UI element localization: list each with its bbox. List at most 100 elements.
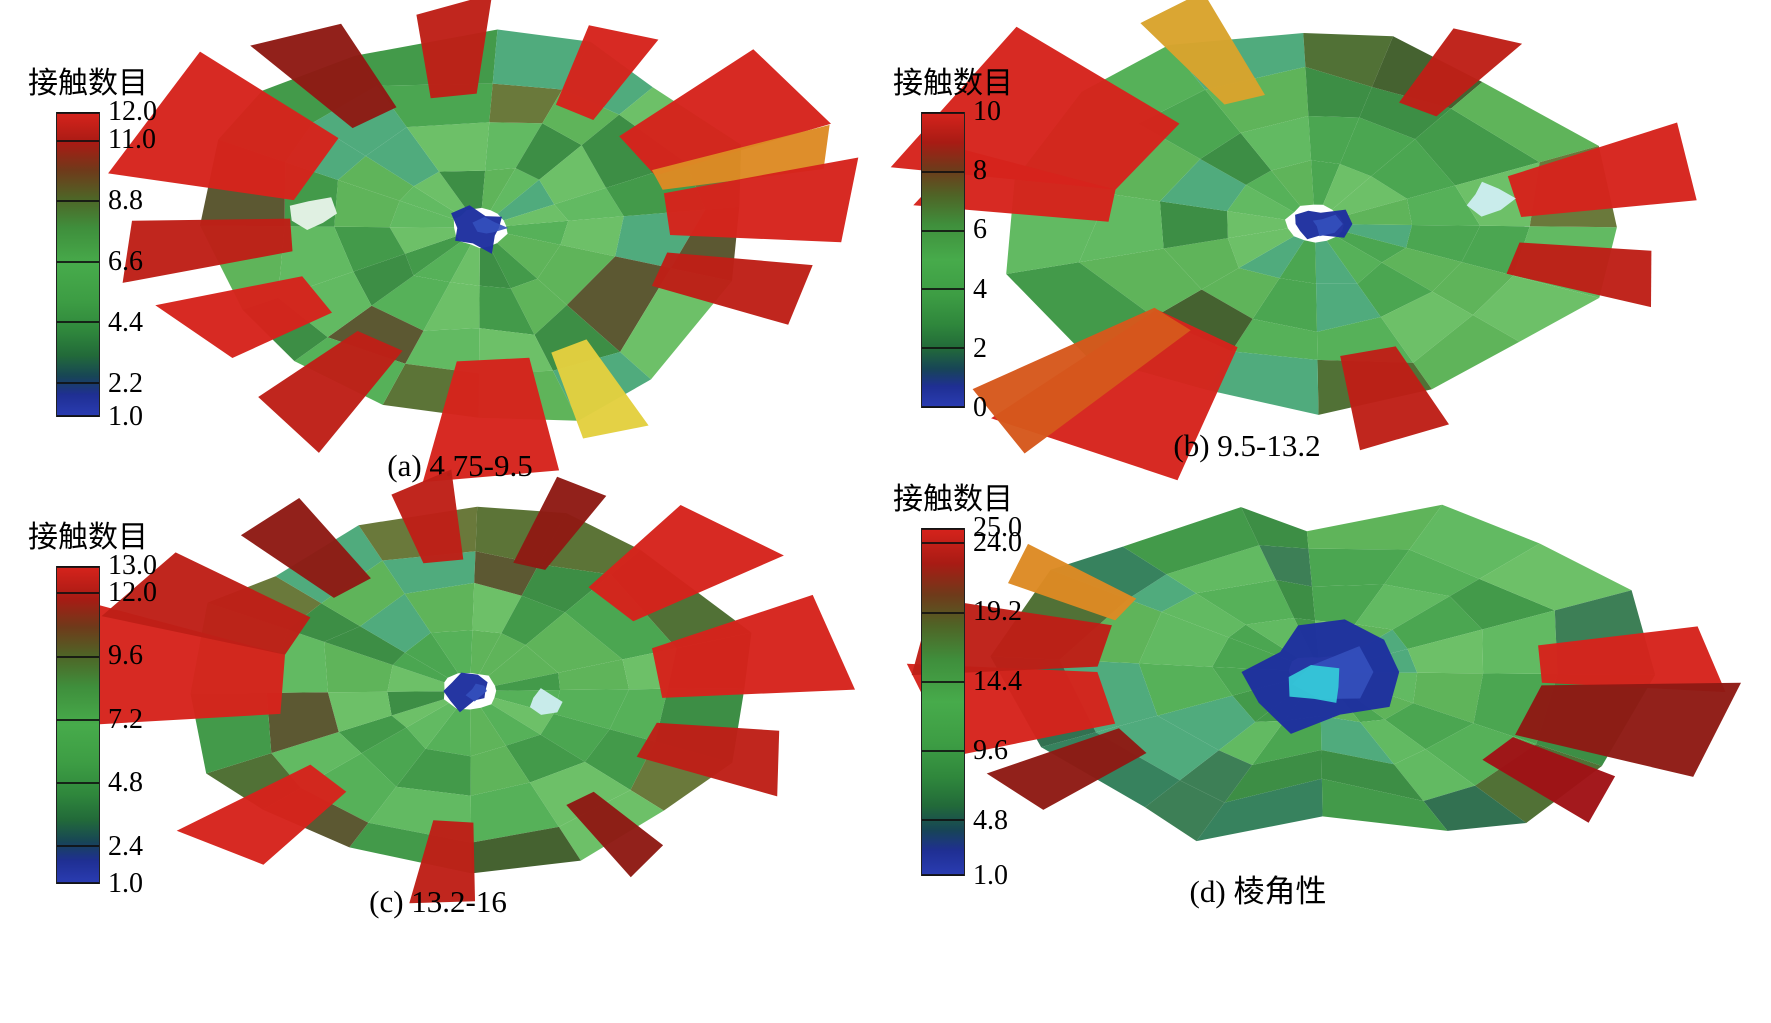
surface-patch bbox=[489, 83, 563, 124]
surface-patch bbox=[1200, 132, 1272, 185]
surface-patch bbox=[497, 179, 555, 221]
surface-patch bbox=[479, 246, 511, 289]
contact-number-plot-a bbox=[108, 0, 859, 483]
surface-patch bbox=[416, 0, 492, 99]
surface-patch bbox=[334, 180, 400, 228]
surface-patch bbox=[1323, 164, 1372, 210]
colorbar-tick-label: 0 bbox=[973, 392, 987, 423]
surface-patch bbox=[1231, 318, 1318, 360]
surface-patch bbox=[636, 722, 780, 797]
surface-patch bbox=[405, 236, 461, 276]
colorbar-tick-label: 8.8 bbox=[108, 184, 143, 216]
surface-patch bbox=[371, 275, 451, 331]
surface-patch bbox=[972, 307, 1191, 454]
colorbar-tick-mark bbox=[922, 874, 964, 876]
surface-patch bbox=[1179, 750, 1253, 803]
colorbar-gradient-bar bbox=[921, 528, 965, 876]
surface-patch bbox=[258, 331, 403, 453]
colorbar-gradient-bar bbox=[56, 566, 100, 884]
surface-patch bbox=[1095, 715, 1219, 781]
surface-patch bbox=[1122, 507, 1260, 575]
surface-patch bbox=[287, 603, 361, 642]
surface-patch bbox=[560, 216, 624, 257]
surface-patch bbox=[566, 256, 671, 352]
surface-patch bbox=[505, 734, 585, 783]
colorbar-tick-label: 4.8 bbox=[973, 804, 1008, 836]
colorbar-tick-label: 25.0 bbox=[973, 512, 1022, 543]
surface-patch bbox=[551, 339, 649, 439]
surface-patch bbox=[425, 708, 471, 757]
surface-patch bbox=[1466, 181, 1516, 217]
surface-patch bbox=[525, 612, 623, 673]
contact-number-plot-d bbox=[906, 504, 1741, 842]
surface-patch bbox=[450, 244, 480, 286]
surface-patch bbox=[389, 200, 455, 228]
surface-patch bbox=[409, 820, 475, 904]
surface-patch bbox=[619, 49, 831, 176]
surface-patch bbox=[1415, 108, 1540, 186]
surface-patch bbox=[472, 582, 522, 634]
colorbar-b: 接触数目 10 8 6 4 2 0 bbox=[893, 66, 1051, 422]
surface-patch bbox=[1224, 750, 1322, 803]
surface-patch bbox=[1340, 346, 1449, 451]
colorbar-tick-label: 9.6 bbox=[108, 640, 143, 672]
surface-patch bbox=[991, 309, 1238, 481]
surface-patch bbox=[554, 187, 624, 221]
colorbar-tick-mark bbox=[922, 288, 964, 291]
surface-patch bbox=[558, 659, 630, 690]
surface-patch bbox=[1312, 214, 1343, 237]
surface-patch bbox=[1206, 351, 1319, 415]
colorbar-gradient-bar bbox=[921, 112, 965, 408]
colorbar-tick-label: 9.6 bbox=[973, 735, 1008, 767]
surface-patch bbox=[327, 305, 424, 364]
surface-patch bbox=[521, 564, 611, 613]
colorbar-tick-label: 1.0 bbox=[108, 401, 143, 432]
surface-patch bbox=[1359, 87, 1452, 140]
surface-patch bbox=[1316, 283, 1381, 332]
colorbar-body: 12.0 11.0 8.8 6.6 4.4 2.2 1.0 bbox=[56, 98, 186, 431]
surface-patch bbox=[488, 645, 559, 686]
surface-patch bbox=[361, 727, 426, 787]
surface-patch bbox=[1482, 610, 1558, 674]
surface-patch bbox=[540, 713, 610, 762]
colorbar-tick-mark bbox=[922, 542, 964, 545]
surface-patch bbox=[1227, 184, 1295, 220]
surface-patch bbox=[479, 285, 535, 335]
colorbar-title: 接触数目 bbox=[893, 483, 1013, 516]
colorbar-tick-mark bbox=[57, 139, 99, 142]
surface-patch bbox=[1371, 139, 1456, 199]
colorbar-tick-mark bbox=[57, 882, 99, 884]
surface-patch bbox=[1538, 626, 1726, 693]
surface-patch bbox=[1079, 248, 1202, 318]
colorbar-tick-label: 2 bbox=[973, 332, 987, 364]
surface-patch bbox=[1163, 238, 1239, 290]
surface-patch bbox=[1275, 579, 1316, 621]
surface-patch bbox=[413, 171, 467, 216]
surface-patch bbox=[321, 560, 405, 627]
surface-patch bbox=[1241, 507, 1309, 549]
surface-patch bbox=[1380, 291, 1473, 363]
colorbar-tick-mark bbox=[922, 112, 964, 114]
surface-patch bbox=[1413, 672, 1484, 724]
colorbar-tick-mark bbox=[57, 381, 99, 384]
surface-patch bbox=[1201, 268, 1280, 319]
colorbar-tick-mark bbox=[57, 321, 99, 324]
surface-patch bbox=[1312, 584, 1384, 625]
colorbar-tick-label: 13.0 bbox=[108, 550, 157, 581]
colorbar-tick-labels: 25.0 24.0 19.2 14.4 9.6 4.8 1.0 bbox=[973, 514, 1051, 890]
surface-patch bbox=[439, 170, 486, 210]
surface-patch bbox=[1079, 193, 1164, 263]
colorbar-tick-label: 4 bbox=[973, 273, 987, 305]
surface-patch bbox=[266, 692, 339, 754]
surface-patch bbox=[584, 729, 656, 790]
surface-patch bbox=[1161, 593, 1246, 638]
surface-patch bbox=[1138, 611, 1229, 667]
colorbar-tick-mark bbox=[922, 406, 964, 408]
surface-patch bbox=[1413, 315, 1520, 390]
surface-patch bbox=[406, 122, 490, 172]
surface-patch bbox=[1355, 584, 1450, 630]
surface-patch bbox=[353, 253, 414, 306]
surface-patch bbox=[1381, 247, 1462, 292]
colorbar-tick-label: 24.0 bbox=[973, 526, 1022, 558]
surface-patch bbox=[1407, 185, 1481, 226]
